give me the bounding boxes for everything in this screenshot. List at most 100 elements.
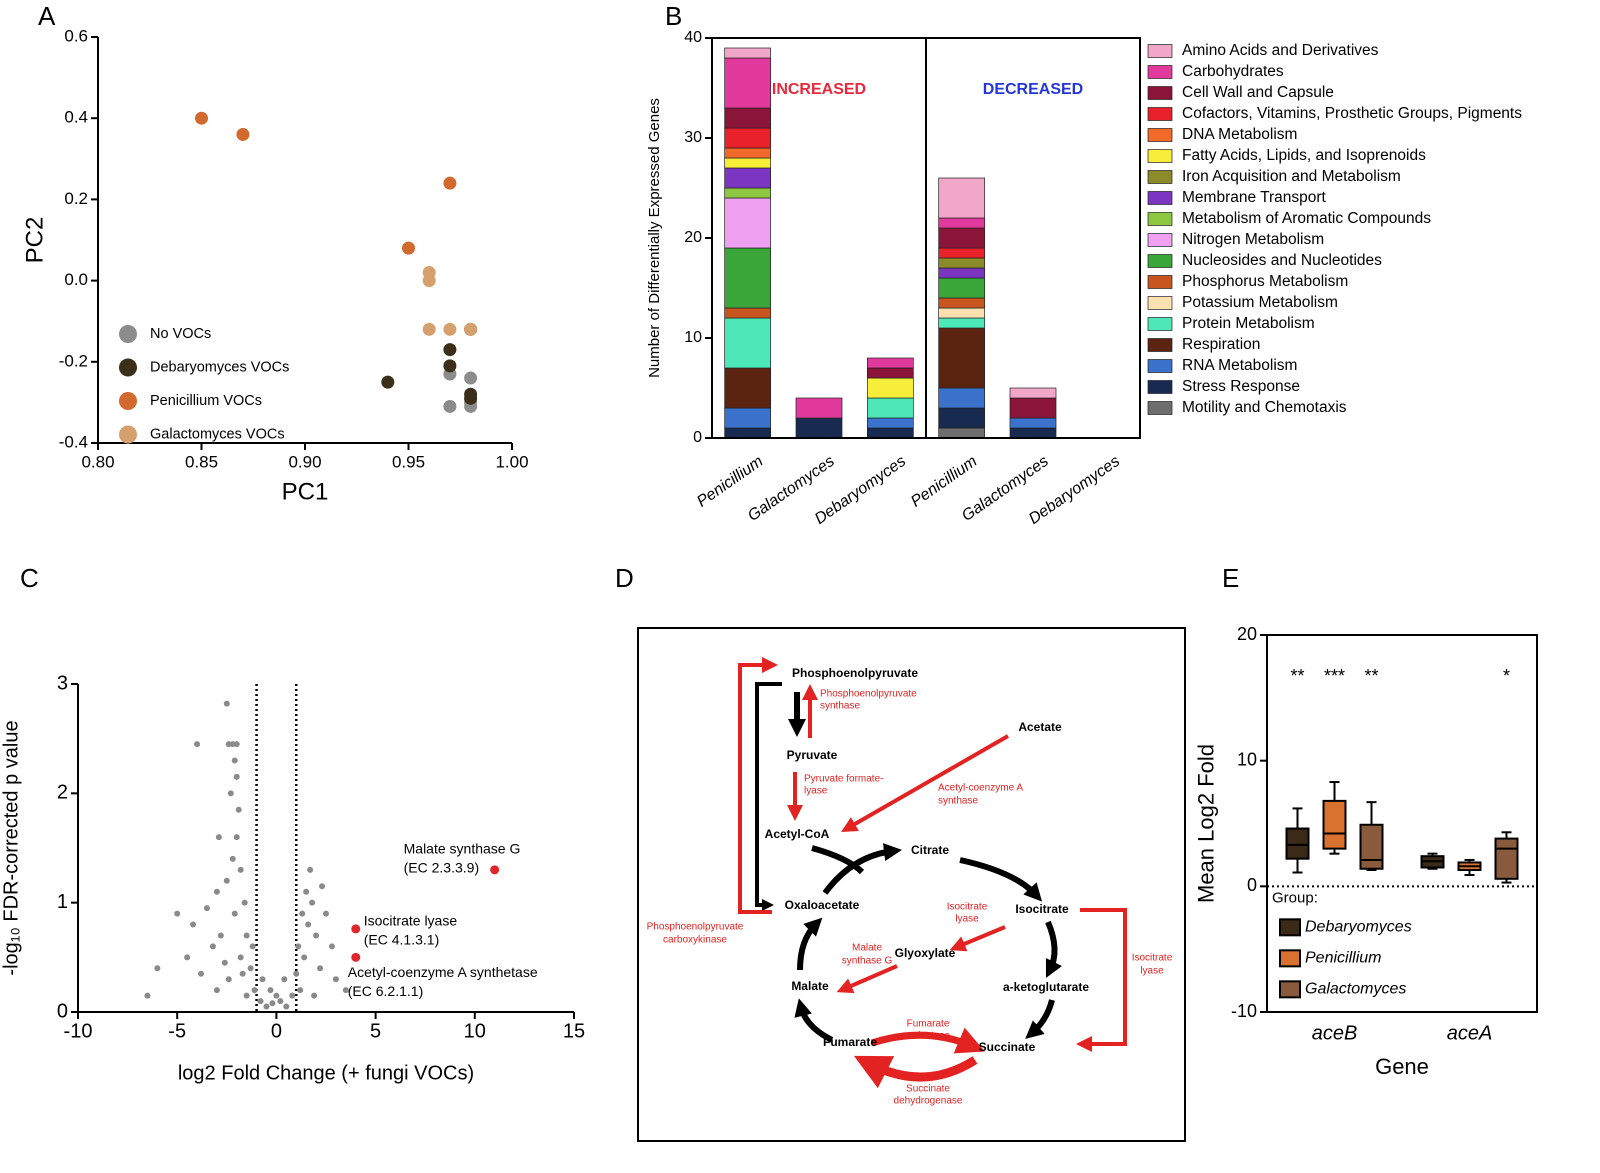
- legend-label: Carbohydrates: [1182, 63, 1284, 80]
- panel-letter: B: [665, 1, 682, 31]
- node: a-ketoglutarate: [1003, 980, 1089, 994]
- y-axis-title: Number of Differentially Expressed Genes: [646, 98, 663, 378]
- point: [281, 976, 288, 983]
- point: [203, 905, 210, 912]
- x-tick-label: 0.95: [392, 452, 425, 471]
- bar-segment: [724, 307, 772, 319]
- bar-segment: [724, 47, 772, 59]
- legend-swatch: [1147, 296, 1173, 310]
- node: Phosphoenolpyruvate: [792, 666, 918, 680]
- significance: *: [1503, 666, 1510, 686]
- point: [443, 322, 457, 336]
- bar-segment: [938, 307, 986, 319]
- y-tick-label: 0.6: [64, 26, 88, 45]
- y-tick-label: -10: [1231, 1001, 1257, 1021]
- point: [249, 943, 256, 950]
- bar-segment: [795, 417, 843, 439]
- legend-swatch: [1147, 44, 1173, 58]
- x-axis-title: log2 Fold Change (+ fungi VOCs): [178, 1062, 474, 1084]
- legend-title: Group:: [1272, 889, 1318, 906]
- node: Acetate: [1018, 720, 1062, 734]
- point: [277, 998, 284, 1005]
- y-tick-label: 2: [57, 782, 68, 804]
- enzyme-label: carboxykinase: [663, 935, 727, 946]
- point: [233, 773, 240, 780]
- enzyme-label: lyase: [804, 786, 828, 797]
- legend-swatch: [1147, 275, 1173, 289]
- point: [174, 910, 181, 917]
- point: [351, 924, 361, 934]
- legend-label: Phosphorus Metabolism: [1182, 273, 1348, 290]
- node: Succinate: [979, 1040, 1036, 1054]
- legend-swatch: [1147, 107, 1173, 121]
- box: [1285, 827, 1310, 860]
- legend-label: Stress Response: [1182, 378, 1300, 395]
- arrow: [822, 843, 902, 895]
- legend-label: Galactomyces: [1305, 981, 1406, 998]
- bar-segment: [724, 367, 772, 409]
- chart-panel: B 0 10 20 30 40 Number of Differentially Expre…: [646, 1, 1522, 528]
- bar-segment: [938, 227, 986, 249]
- point: [295, 943, 302, 950]
- bar-segment: [724, 157, 772, 169]
- bar-segment: [938, 427, 986, 439]
- panel-letter: C: [20, 563, 39, 593]
- legend-label: Amino Acids and Derivatives: [1182, 42, 1379, 59]
- box: [1322, 799, 1347, 850]
- point: [237, 954, 244, 961]
- pathway-diagram: D Phosphoenolpyruvate Pyruvate Acetate A…: [615, 563, 1186, 1142]
- legend-swatch: [1147, 338, 1173, 352]
- node: Citrate: [911, 843, 949, 857]
- legend-label: DNA Metabolism: [1182, 126, 1297, 143]
- legend-swatch: [1147, 254, 1173, 268]
- bar-segment: [938, 317, 986, 329]
- bar-segment: [938, 277, 986, 299]
- arrow: [1045, 920, 1063, 979]
- point-label: (EC 4.1.3.1): [364, 932, 439, 948]
- x-tick-label: 0.85: [185, 452, 218, 471]
- legend-label: Respiration: [1182, 336, 1260, 353]
- arrow: [811, 845, 865, 875]
- significance: **: [1290, 666, 1304, 686]
- point: [342, 987, 349, 994]
- point: [243, 932, 250, 939]
- bar-segment: [938, 297, 986, 309]
- panel-letter: E: [1222, 563, 1239, 593]
- point: [236, 127, 250, 141]
- node: Glyoxylate: [895, 946, 956, 960]
- enzyme-label: Acetyl-coenzyme A: [938, 783, 1023, 794]
- arrow: [853, 1055, 978, 1089]
- point: [233, 741, 240, 748]
- y-axis-title: Mean Log2 Fold: [1193, 744, 1218, 903]
- x-tick-label: 10: [464, 1020, 486, 1042]
- bar-segment: [724, 317, 772, 369]
- point: [269, 1000, 276, 1007]
- point: [239, 970, 246, 977]
- x-tick-label: Penicillium: [908, 453, 980, 511]
- point: [243, 992, 250, 999]
- bar-segment: [724, 127, 772, 149]
- point: [289, 992, 296, 999]
- point: [251, 987, 258, 994]
- bar-segment: [938, 327, 986, 389]
- point: [443, 399, 457, 413]
- point: [209, 943, 216, 950]
- bar-segment: [866, 417, 914, 429]
- annotation: DECREASED: [983, 81, 1083, 98]
- bar-segment: [795, 397, 843, 419]
- point: [221, 959, 228, 966]
- bar-segment: [866, 377, 914, 399]
- bar-segment: [724, 147, 772, 159]
- point: [247, 965, 254, 972]
- y-tick-label: 0: [57, 1000, 68, 1022]
- enzyme-label: Isocitrate: [947, 902, 988, 913]
- y-tick-label: 0.4: [64, 108, 88, 127]
- point: [229, 855, 236, 862]
- point: [317, 965, 324, 972]
- point: [301, 954, 308, 961]
- legend-label: Debaryomyces VOCs: [150, 359, 289, 375]
- bar-segment: [866, 397, 914, 419]
- enzyme-label: dehydrogenase: [894, 1096, 963, 1107]
- legend-marker: [119, 425, 137, 444]
